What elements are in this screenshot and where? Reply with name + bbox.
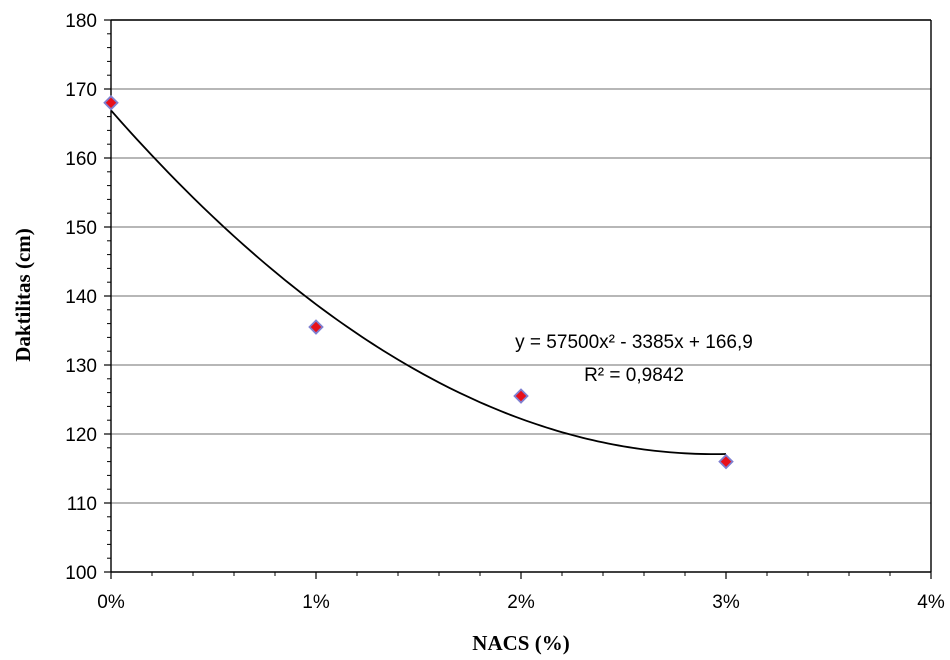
data-point (718, 453, 734, 470)
x-tick-label: 4% (917, 592, 945, 613)
data-point (513, 388, 529, 404)
data-points (103, 95, 734, 470)
x-tick-label: 0% (97, 592, 125, 613)
trendline-curve (110, 109, 727, 456)
y-tick-label: 120 (65, 425, 97, 446)
data-point (103, 95, 119, 111)
y-axis-title: Daktilitas (cm) (11, 228, 35, 362)
y-tick-label: 100 (65, 563, 97, 584)
x-tick-label: 3% (712, 592, 740, 613)
y-tick-label: 110 (67, 494, 97, 515)
r-squared-label: R² = 0,9842 (584, 365, 684, 386)
y-tick-label: 130 (65, 356, 97, 377)
x-tick-label: 2% (507, 592, 535, 613)
y-axis-ticks: 100 110 120 130 140 150 160 170 180 (65, 11, 111, 584)
y-tick-label: 140 (65, 287, 97, 308)
trendline (110, 109, 727, 456)
x-axis-ticks: 0% 1% 2% 3% 4% (97, 572, 945, 613)
data-point (308, 319, 324, 335)
x-tick-label: 1% (302, 592, 330, 613)
y-tick-label: 160 (65, 149, 97, 170)
trendline-equation: y = 57500x² - 3385x + 166,9 (515, 332, 753, 353)
y-tick-label: 170 (65, 80, 97, 101)
x-axis-title: NACS (%) (472, 631, 569, 655)
y-tick-label: 180 (65, 11, 97, 32)
gridlines (111, 19, 931, 504)
y-tick-label: 150 (65, 218, 97, 239)
